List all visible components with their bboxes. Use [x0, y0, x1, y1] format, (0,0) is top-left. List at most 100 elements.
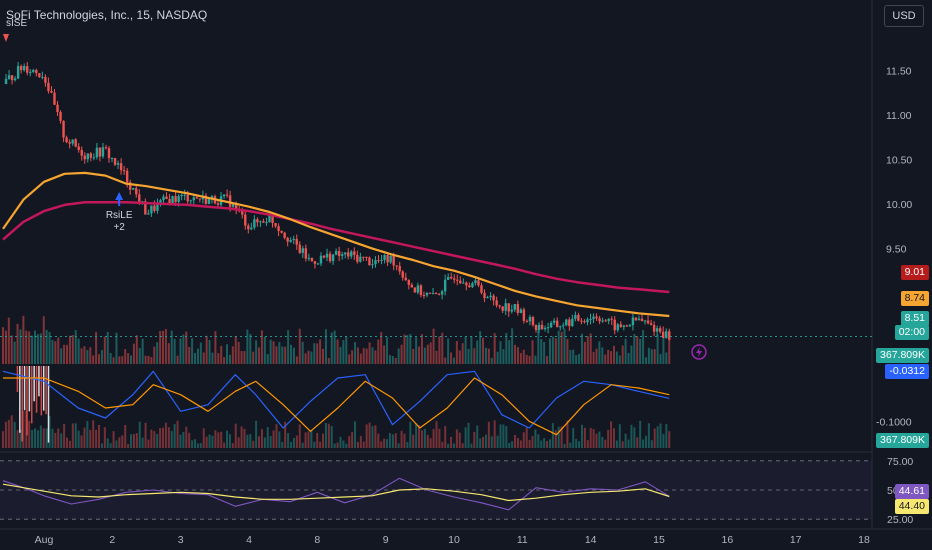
volume-bar-2	[458, 432, 461, 448]
candle-body	[86, 153, 89, 160]
time-tick-label: 15	[653, 534, 665, 546]
volume-bar-2	[560, 426, 563, 448]
candle-body	[604, 320, 607, 322]
volume-bar	[25, 330, 28, 364]
currency-button[interactable]: USD	[884, 5, 924, 27]
volume-bar-2	[223, 442, 226, 448]
volume-bar	[31, 335, 34, 364]
candle-body	[41, 76, 44, 78]
volume-bar	[112, 357, 115, 364]
volume-bar-2	[127, 443, 130, 448]
volume-bar	[28, 331, 31, 364]
candle-body	[340, 254, 344, 256]
candle-body	[334, 251, 338, 255]
candle-body	[459, 280, 462, 284]
volume-bar-2	[211, 435, 214, 448]
long-signal-count: +2	[113, 222, 125, 233]
volume-bar-2	[548, 439, 551, 448]
macd-badge: -0.0312	[885, 364, 929, 379]
volume-bar	[237, 341, 240, 364]
macd-histogram-bar	[35, 366, 38, 413]
volume-bar	[319, 339, 322, 364]
volume-bar	[164, 328, 167, 364]
volume-bar-2	[339, 436, 342, 448]
volume-bar	[487, 348, 490, 364]
time-tick-label: Aug	[35, 534, 54, 546]
volume-bar	[642, 330, 645, 364]
volume-bar	[665, 352, 668, 364]
volume-bar-2	[45, 428, 48, 448]
time-tick-label: 10	[448, 534, 460, 546]
volume-bar	[447, 338, 450, 364]
volume-bar-2	[150, 429, 153, 448]
volume-bar	[618, 355, 621, 364]
volume-bar	[292, 347, 295, 364]
macd-histogram-bar	[26, 366, 28, 436]
candle-body	[59, 112, 62, 121]
candle-body	[19, 66, 23, 71]
candle-body	[16, 66, 20, 79]
volume-bar-2	[630, 424, 633, 448]
macd-line	[2, 370, 670, 429]
candle-body	[389, 255, 392, 263]
volume-bar	[610, 351, 613, 364]
candle-body	[483, 292, 486, 299]
volume-bar-2	[380, 441, 383, 448]
macd-histogram-bar	[19, 366, 21, 433]
candle-body	[198, 198, 202, 200]
volume-bar-2	[106, 438, 109, 448]
volume-bar-2	[540, 440, 543, 448]
candle-body	[310, 257, 314, 262]
candle-body	[301, 248, 305, 253]
candle-body	[634, 317, 638, 321]
candle-body	[26, 66, 29, 73]
symbol-title[interactable]: SoFi Technologies, Inc., 15, NASDAQ	[6, 8, 208, 22]
candle-body	[80, 149, 83, 156]
macd-histogram-bar	[40, 366, 43, 416]
candle-body	[658, 328, 662, 332]
volume-bar-2	[144, 422, 147, 448]
candle-body	[534, 324, 538, 330]
candle-body	[313, 261, 317, 264]
volume-bar-2	[621, 441, 624, 448]
volume-bar-2	[103, 427, 106, 448]
volume-bar-2	[112, 431, 115, 448]
volume-bar-2	[263, 437, 266, 448]
volume-bar	[426, 344, 429, 364]
volume-bar	[359, 353, 362, 364]
candle-body	[98, 147, 102, 157]
candle-body	[147, 213, 150, 215]
volume-bar-2	[310, 429, 313, 448]
candle-body	[234, 202, 238, 210]
candle-body	[474, 280, 477, 284]
volume-bar-2	[4, 421, 7, 448]
volume-bar-2	[397, 443, 400, 448]
volume-bar-2	[31, 429, 34, 448]
volume-bar	[589, 333, 592, 364]
volume-bar	[464, 336, 467, 364]
candle-body	[559, 326, 562, 328]
volume-bar-2	[598, 431, 601, 448]
volume-bar-2	[138, 421, 141, 448]
volume-bar	[287, 330, 290, 364]
volume-bar	[252, 351, 255, 364]
volume-bar-2	[618, 424, 621, 448]
volume-bar	[548, 338, 551, 364]
candle-body	[304, 248, 308, 259]
ma-red-line	[2, 200, 670, 294]
volume-bar	[121, 356, 124, 364]
volume-bar-2	[2, 431, 4, 448]
candle-body	[468, 285, 471, 288]
volume-bar	[258, 347, 261, 364]
volume-bar-2	[217, 432, 220, 448]
volume-bar	[77, 338, 80, 364]
candle-body	[571, 318, 574, 326]
volume-bar	[272, 341, 275, 364]
candle-body	[465, 282, 468, 286]
volume-bar	[266, 354, 269, 364]
volume-bar-2	[42, 428, 45, 448]
volume-bar	[377, 339, 380, 364]
candle-body	[610, 318, 613, 320]
volume-bar	[234, 336, 237, 364]
